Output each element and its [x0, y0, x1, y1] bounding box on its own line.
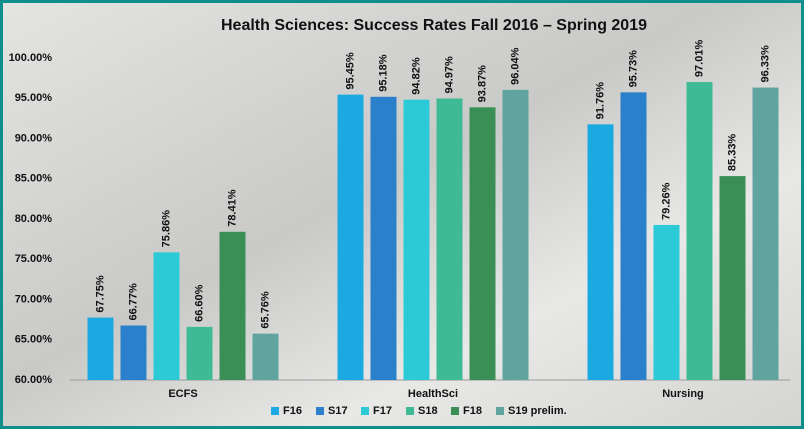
- legend-swatch: [316, 407, 324, 415]
- bar: [588, 124, 614, 380]
- bar: [371, 97, 397, 380]
- bar: [687, 82, 713, 380]
- y-tick-label: 90.00%: [15, 132, 53, 144]
- bar: [753, 88, 779, 380]
- y-tick-label: 95.00%: [15, 92, 53, 104]
- bar: [437, 98, 463, 380]
- data-label: 94.97%: [443, 56, 455, 94]
- legend-swatch: [271, 407, 279, 415]
- y-tick-label: 85.00%: [15, 173, 53, 185]
- bar: [621, 92, 647, 380]
- bar: [654, 225, 680, 380]
- bar: [338, 95, 364, 380]
- data-label: 93.87%: [476, 65, 488, 103]
- y-tick-label: 75.00%: [15, 253, 53, 265]
- x-tick-label: HealthSci: [408, 388, 458, 400]
- data-label: 95.73%: [627, 50, 639, 88]
- bar: [154, 252, 180, 380]
- data-label: 66.77%: [127, 283, 139, 321]
- data-label: 78.41%: [226, 189, 238, 227]
- bar: [253, 334, 279, 380]
- data-label: 75.86%: [160, 210, 172, 248]
- chart: Health Sciences: Success Rates Fall 2016…: [0, 0, 804, 429]
- legend-swatch: [496, 407, 504, 415]
- chart-title: Health Sciences: Success Rates Fall 2016…: [221, 17, 647, 34]
- bar: [720, 176, 746, 380]
- bar: [503, 90, 529, 380]
- data-label: 65.76%: [259, 291, 271, 329]
- bar: [187, 327, 213, 380]
- legend-label: S19 prelim.: [508, 405, 567, 417]
- data-label: 94.82%: [410, 57, 422, 95]
- y-tick-label: 65.00%: [15, 334, 53, 346]
- legend-swatch: [451, 407, 459, 415]
- legend-label: S18: [418, 405, 438, 417]
- data-label: 95.45%: [344, 52, 356, 90]
- legend-label: F17: [373, 405, 392, 417]
- data-label: 85.33%: [726, 134, 738, 172]
- y-tick-label: 80.00%: [15, 213, 53, 225]
- legend-swatch: [406, 407, 414, 415]
- legend-label: F16: [283, 405, 302, 417]
- bar: [470, 107, 496, 380]
- data-label: 96.33%: [759, 45, 771, 83]
- y-tick-label: 60.00%: [15, 374, 53, 386]
- bar: [220, 232, 246, 380]
- data-label: 96.04%: [509, 47, 521, 85]
- data-label: 97.01%: [693, 40, 705, 78]
- bar: [88, 318, 114, 380]
- data-label: 79.26%: [660, 182, 672, 220]
- data-label: 66.60%: [193, 284, 205, 322]
- legend-label: F18: [463, 405, 482, 417]
- data-label: 67.75%: [94, 275, 106, 313]
- legend-label: S17: [328, 405, 348, 417]
- bar: [404, 100, 430, 380]
- y-tick-label: 70.00%: [15, 293, 53, 305]
- x-tick-label: ECFS: [168, 388, 197, 400]
- data-label: 91.76%: [594, 82, 606, 120]
- data-label: 95.18%: [377, 54, 389, 92]
- bar: [121, 326, 147, 380]
- y-tick-label: 100.00%: [9, 52, 53, 64]
- legend-swatch: [361, 407, 369, 415]
- x-tick-label: Nursing: [662, 388, 704, 400]
